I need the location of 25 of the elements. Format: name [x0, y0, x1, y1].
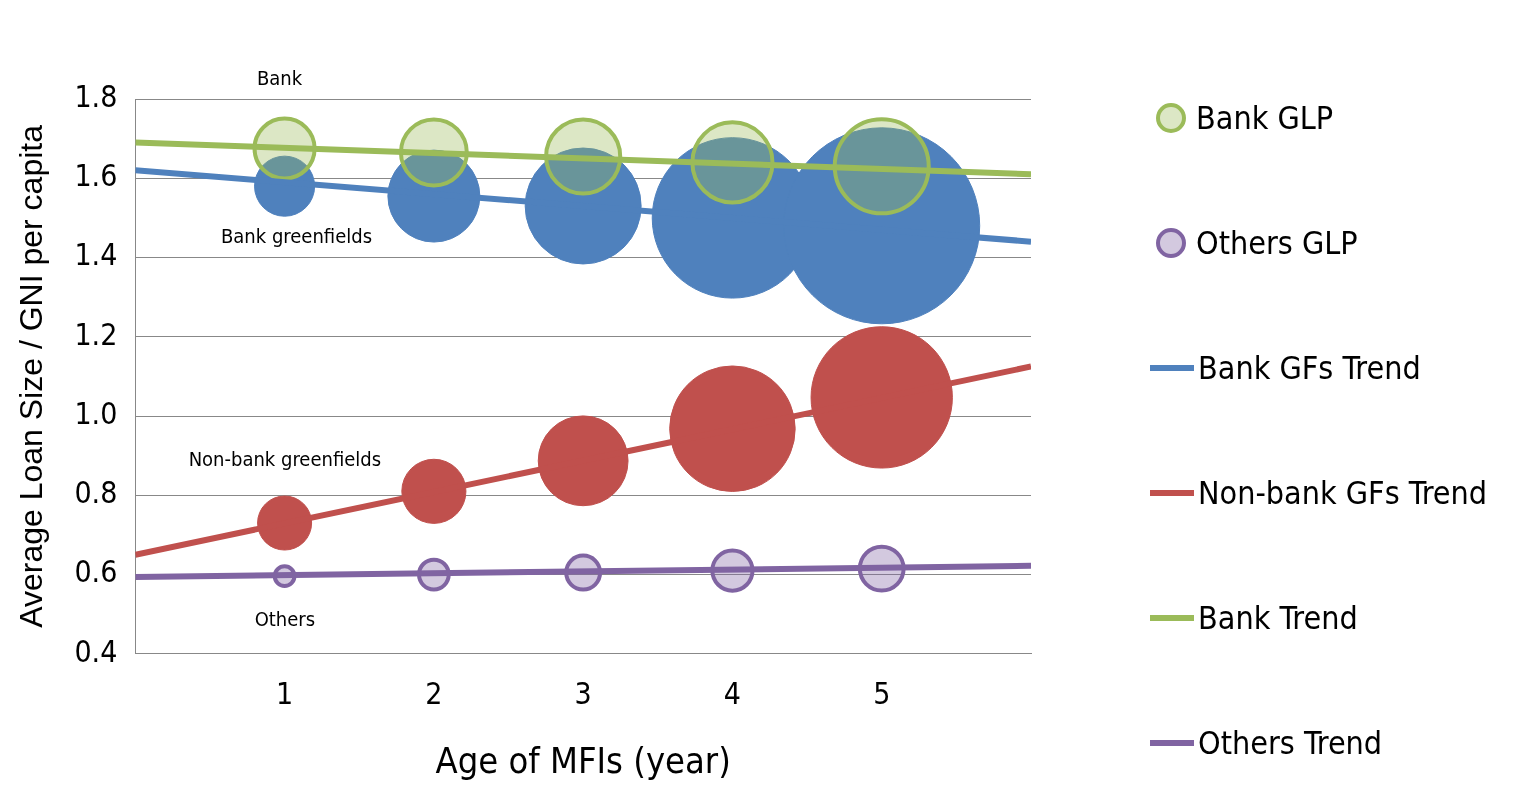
y-tick-label: 1.6	[74, 158, 118, 194]
legend-label: Others GLP	[1196, 223, 1358, 262]
legend-label: Non-bank GFs Trend	[1198, 473, 1488, 512]
text: Bank	[256, 65, 303, 90]
x-tick-label: 3	[574, 675, 592, 711]
annotation: Others	[254, 606, 316, 631]
legend-label: Bank GLP	[1196, 98, 1334, 137]
y-tick-label: 0.4	[74, 633, 118, 669]
y-axis-title: Average Loan Size / GNI per capita	[13, 124, 50, 628]
y-tick-label: 1.0	[74, 395, 118, 431]
y-tick-label: 1.2	[74, 316, 118, 352]
x-axis-title: Age of MFIs (year)	[435, 739, 731, 781]
x-tick-label: 1	[276, 675, 294, 711]
x-tick-label: 5	[873, 675, 891, 711]
legend-label: Bank Trend	[1198, 598, 1358, 637]
y-tick-label: 1.8	[74, 78, 118, 114]
x-tick-label: 4	[723, 675, 742, 711]
x-tick-label: 2	[425, 675, 443, 711]
y-tick-label: 0.6	[74, 554, 118, 590]
annotation: Non-bank greenfields	[188, 446, 382, 471]
annotation: Bank greenfields	[221, 223, 373, 248]
legend-label: Bank GFs Trend	[1198, 348, 1421, 387]
y-tick-label: 0.8	[74, 475, 118, 511]
legend-label: Others Trend	[1198, 723, 1383, 762]
y-tick-label: 1.4	[74, 237, 118, 273]
